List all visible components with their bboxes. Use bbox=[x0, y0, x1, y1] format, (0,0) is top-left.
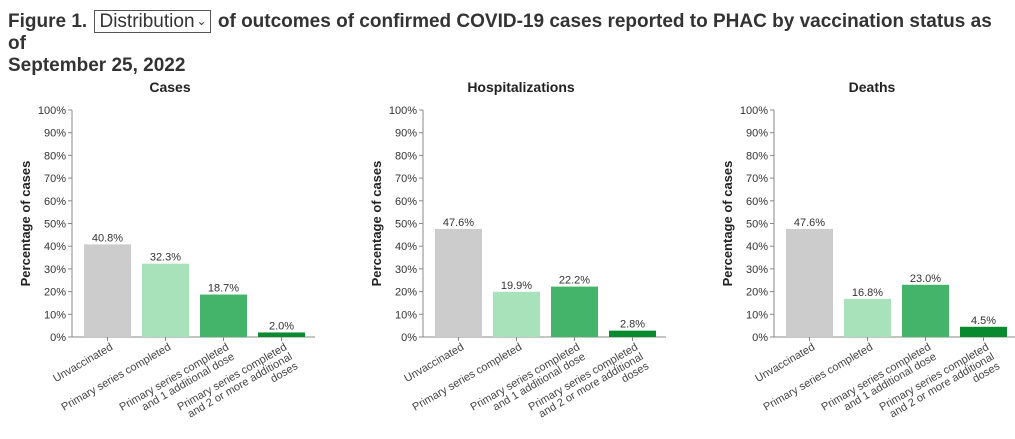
y-tick-label: 80% bbox=[44, 150, 66, 162]
chart-title: Cases bbox=[149, 79, 190, 95]
y-tick-label: 90% bbox=[395, 128, 417, 140]
y-tick-label: 20% bbox=[746, 287, 768, 299]
bar bbox=[258, 332, 305, 337]
chart-hospitalizations: Hospitalizations Percentage of cases 0% 10%… bbox=[369, 79, 666, 433]
data-label: 32.3% bbox=[150, 252, 181, 264]
data-label: 2.8% bbox=[620, 319, 645, 331]
y-tick-label: 40% bbox=[395, 241, 417, 253]
chart-deaths: Deaths Percentage of cases 0% 10% 20% 30% 40% 5… bbox=[720, 79, 1015, 433]
y-axis-label: Percentage of cases bbox=[18, 161, 33, 287]
figure-date: September 25, 2022 bbox=[8, 55, 186, 76]
y-tick-label: 10% bbox=[44, 309, 66, 321]
y-tick-label: 10% bbox=[746, 309, 768, 321]
bar bbox=[902, 284, 949, 337]
bar bbox=[786, 228, 833, 337]
data-label: 18.7% bbox=[208, 283, 239, 295]
y-tick-label: 50% bbox=[44, 219, 66, 231]
data-label: 19.9% bbox=[501, 280, 532, 292]
x-tick-label: Primary series completedand 2 or more ad… bbox=[878, 341, 1003, 433]
figure-title: Figure 1. Distribution ⌄ of outcomes of c… bbox=[8, 10, 1008, 77]
y-tick-label: 0% bbox=[401, 332, 417, 344]
y-tick-label: 30% bbox=[395, 264, 417, 276]
data-label: 47.6% bbox=[794, 217, 825, 229]
y-tick-label: 0% bbox=[50, 332, 66, 344]
x-tick-label: Primary series completedand 2 or more ad… bbox=[527, 341, 652, 433]
metric-select-value: Distribution bbox=[99, 11, 195, 32]
data-label: 16.8% bbox=[852, 287, 883, 299]
data-label: 23.0% bbox=[910, 273, 941, 285]
y-tick-label: 100% bbox=[389, 105, 417, 117]
y-axis-label: Percentage of cases bbox=[369, 161, 384, 287]
y-tick-label: 100% bbox=[38, 105, 66, 117]
y-tick-label: 0% bbox=[752, 332, 768, 344]
y-tick-label: 50% bbox=[746, 219, 768, 231]
y-tick-label: 70% bbox=[746, 173, 768, 185]
y-tick-label: 70% bbox=[395, 173, 417, 185]
figure-suffix: of outcomes of confirmed COVID-19 cases … bbox=[8, 11, 992, 54]
y-tick-label: 90% bbox=[746, 128, 768, 140]
bar bbox=[609, 330, 656, 337]
y-tick-label: 40% bbox=[44, 241, 66, 253]
bar bbox=[142, 263, 189, 337]
y-tick-label: 30% bbox=[44, 264, 66, 276]
data-label: 2.0% bbox=[269, 320, 294, 332]
y-tick-label: 90% bbox=[44, 128, 66, 140]
bar bbox=[551, 286, 598, 337]
y-tick-label: 40% bbox=[746, 241, 768, 253]
figure-prefix: Figure 1. bbox=[8, 11, 88, 32]
y-tick-label: 30% bbox=[746, 264, 768, 276]
y-axis-label: Percentage of cases bbox=[720, 161, 735, 287]
bar bbox=[435, 228, 482, 337]
bar bbox=[960, 326, 1007, 337]
y-tick-label: 80% bbox=[746, 150, 768, 162]
data-label: 47.6% bbox=[443, 217, 474, 229]
y-tick-label: 60% bbox=[395, 196, 417, 208]
metric-select[interactable]: Distribution ⌄ bbox=[94, 10, 211, 33]
chevron-down-icon: ⌄ bbox=[196, 14, 207, 28]
bar bbox=[844, 298, 891, 337]
data-label: 4.5% bbox=[971, 315, 996, 327]
data-label: 40.8% bbox=[92, 232, 123, 244]
y-tick-label: 60% bbox=[44, 196, 66, 208]
data-label: 22.2% bbox=[559, 275, 590, 287]
y-tick-label: 60% bbox=[746, 196, 768, 208]
y-tick-label: 20% bbox=[44, 287, 66, 299]
y-tick-label: 80% bbox=[395, 150, 417, 162]
y-tick-label: 100% bbox=[740, 105, 768, 117]
bar bbox=[493, 291, 540, 337]
chart-title: Deaths bbox=[849, 79, 896, 95]
chart-title: Hospitalizations bbox=[467, 79, 575, 95]
bar bbox=[200, 294, 247, 337]
x-tick-label: Primary series completedand 2 or more ad… bbox=[176, 341, 301, 433]
y-tick-label: 50% bbox=[395, 219, 417, 231]
chart-cases: Cases Percentage of cases 0% 10% 20% 30% 40% 50… bbox=[18, 79, 315, 433]
bar bbox=[84, 244, 131, 337]
y-tick-label: 10% bbox=[395, 309, 417, 321]
y-tick-label: 70% bbox=[44, 173, 66, 185]
y-tick-label: 20% bbox=[395, 287, 417, 299]
